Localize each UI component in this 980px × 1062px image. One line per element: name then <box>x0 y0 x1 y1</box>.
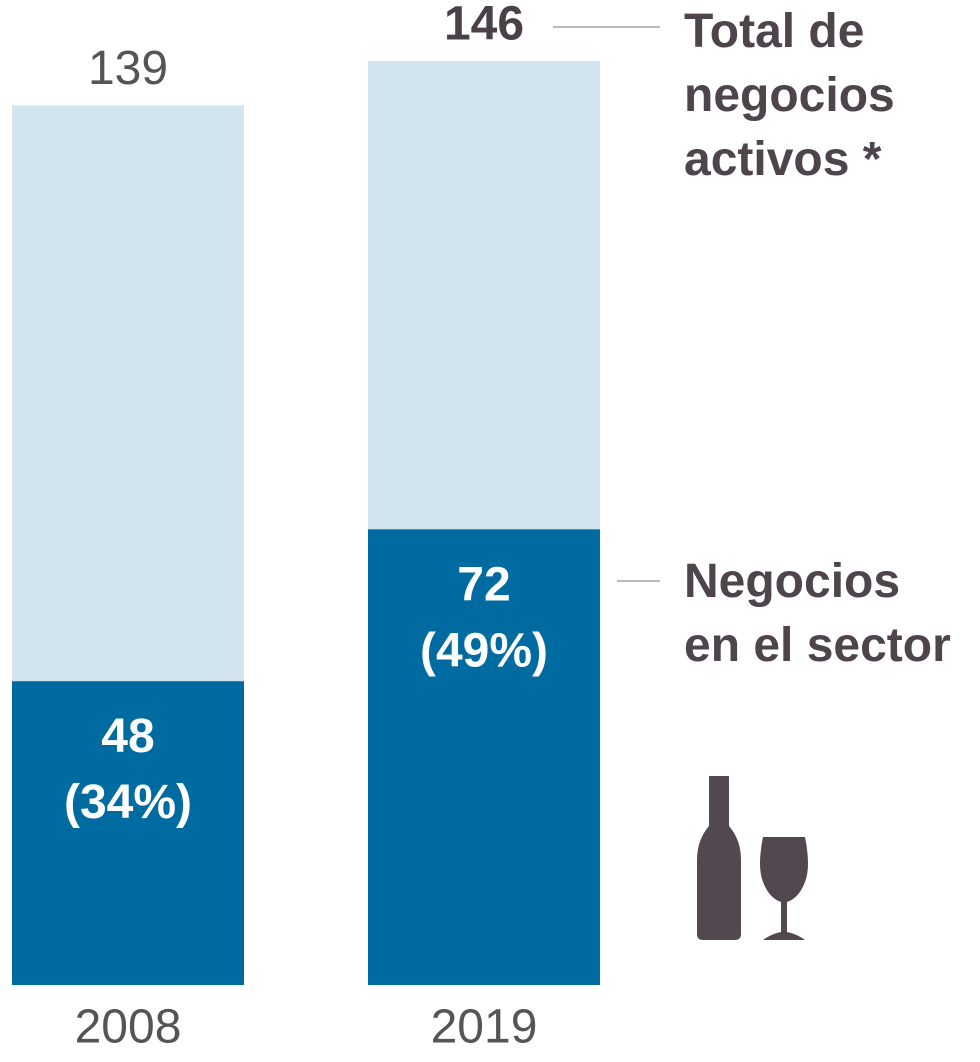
bar <box>368 529 600 985</box>
x-tick-label: 2008 <box>75 1001 182 1054</box>
value-label: 48 (34%) <box>64 710 192 829</box>
value-label: 146 <box>444 0 524 51</box>
value-label: 139 <box>88 42 168 95</box>
value-label: 72 (49%) <box>420 558 548 677</box>
legend-entry: Total de negocios activos * <box>684 5 895 186</box>
wine-icon <box>697 776 808 940</box>
x-tick-label: 2019 <box>431 1001 538 1054</box>
legend-label: Negocios en el sector <box>684 555 951 672</box>
legend-entry: Negocios en el sector <box>684 555 951 672</box>
legend-label: Total de negocios activos * <box>684 5 895 186</box>
bar <box>12 681 244 985</box>
